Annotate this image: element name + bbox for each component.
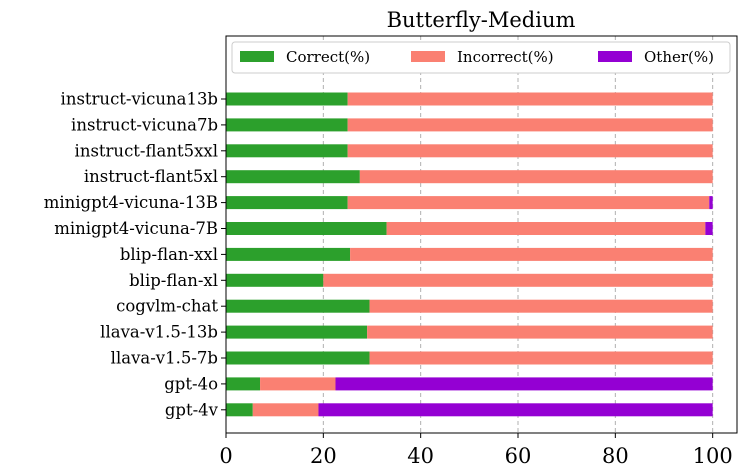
x-tick-label: 0 [219, 444, 232, 468]
bar-segment [260, 377, 336, 391]
bar-segment [252, 403, 319, 417]
y-tick-label: llava-v1.5-13b [100, 323, 218, 342]
legend-swatch [598, 51, 632, 62]
bar-segment [335, 377, 713, 391]
y-tick-label: gpt-4o [164, 374, 218, 393]
y-tick-label: gpt-4v [165, 400, 219, 419]
y-tick-label: blip-flan-xl [129, 271, 218, 290]
x-tick-label: 80 [602, 444, 629, 468]
y-tick-label: llava-v1.5-7b [111, 349, 218, 368]
bar-segment [226, 273, 324, 287]
bar-segment [369, 299, 713, 313]
bar-segment [226, 170, 360, 184]
y-tick-label: minigpt4-vicuna-13B [44, 193, 218, 212]
bar-segment [323, 273, 713, 287]
bar-segment [709, 196, 713, 210]
bar-segment [226, 196, 348, 210]
legend-label: Other(%) [644, 48, 714, 66]
y-tick-label: instruct-flant5xxl [75, 141, 218, 160]
x-tick-label: 100 [693, 444, 733, 468]
bar-segment [347, 92, 713, 106]
y-tick-label: minigpt4-vicuna-7B [54, 219, 218, 238]
x-tick-label: 60 [505, 444, 532, 468]
legend-box [231, 41, 731, 74]
bar-segment [226, 222, 387, 235]
legend-swatch [411, 51, 445, 62]
legend: Correct(%) Incorrect(%) Other(%) [231, 41, 731, 74]
bars [226, 92, 713, 417]
bar-segment [350, 247, 713, 261]
x-axis-ticks: 0 20 40 60 80 100 [219, 433, 733, 468]
y-axis-labels: instruct-vicuna13b instruct-vicuna7b instr… [44, 90, 226, 419]
bar-segment [226, 92, 348, 106]
y-tick-label: instruct-vicuna13b [61, 90, 218, 109]
bar-segment [705, 222, 713, 235]
bar-segment [369, 351, 713, 365]
bar-segment [347, 196, 710, 210]
bar-segment [226, 403, 253, 417]
chart-title: Butterfly-Medium [387, 8, 576, 32]
x-tick-label: 40 [407, 444, 434, 468]
y-tick-label: instruct-vicuna7b [71, 115, 218, 134]
bar-segment [386, 222, 706, 235]
bar-segment [347, 118, 713, 132]
y-tick-label: instruct-flant5xl [84, 167, 218, 186]
bar-segment [226, 351, 370, 365]
y-tick-label: blip-flan-xxl [120, 245, 218, 264]
bar-segment [226, 299, 370, 313]
bar-segment [318, 403, 713, 417]
legend-label: Correct(%) [286, 48, 370, 66]
bar-segment [226, 325, 368, 339]
bar-segment [226, 144, 348, 158]
bar-segment [347, 144, 713, 158]
legend-label: Incorrect(%) [457, 48, 554, 66]
bar-segment [359, 170, 713, 184]
bar-segment [226, 247, 351, 261]
plot-frame [225, 35, 738, 434]
bar-segment [226, 377, 261, 391]
bar-segment [367, 325, 713, 339]
y-tick-label: cogvlm-chat [116, 297, 218, 316]
bar-segment [226, 118, 348, 132]
x-tick-label: 20 [310, 444, 337, 468]
legend-swatch [240, 51, 274, 62]
